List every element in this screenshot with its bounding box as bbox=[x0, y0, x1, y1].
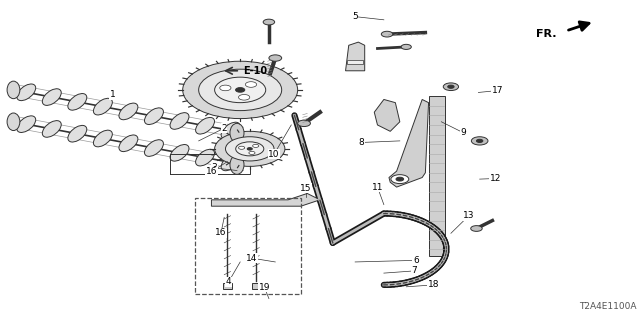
Circle shape bbox=[298, 120, 310, 126]
Ellipse shape bbox=[42, 121, 61, 137]
Ellipse shape bbox=[221, 122, 240, 139]
Ellipse shape bbox=[17, 84, 36, 100]
Text: 11: 11 bbox=[372, 183, 383, 192]
Text: 14: 14 bbox=[246, 254, 257, 263]
Ellipse shape bbox=[230, 123, 244, 142]
Circle shape bbox=[225, 137, 274, 161]
Ellipse shape bbox=[170, 113, 189, 129]
Circle shape bbox=[396, 177, 404, 181]
Text: 16: 16 bbox=[205, 167, 217, 176]
Polygon shape bbox=[389, 100, 429, 187]
Circle shape bbox=[220, 85, 231, 91]
Text: E-10: E-10 bbox=[243, 66, 268, 76]
Ellipse shape bbox=[119, 135, 138, 152]
Circle shape bbox=[198, 69, 282, 111]
Circle shape bbox=[182, 61, 298, 119]
Circle shape bbox=[391, 175, 409, 184]
Circle shape bbox=[236, 142, 264, 156]
Text: 2: 2 bbox=[221, 124, 227, 132]
Text: 16: 16 bbox=[215, 228, 227, 237]
Text: 18: 18 bbox=[428, 280, 440, 289]
Text: 12: 12 bbox=[490, 174, 501, 183]
Ellipse shape bbox=[170, 145, 189, 161]
Text: 7: 7 bbox=[412, 266, 417, 276]
Text: FR.: FR. bbox=[536, 29, 556, 39]
Circle shape bbox=[269, 55, 282, 61]
Bar bbox=[252, 283, 260, 289]
Ellipse shape bbox=[7, 81, 20, 99]
Circle shape bbox=[471, 137, 488, 145]
Text: 19: 19 bbox=[259, 283, 270, 292]
Text: 10: 10 bbox=[268, 150, 280, 159]
Text: 6: 6 bbox=[413, 256, 419, 265]
Circle shape bbox=[214, 131, 285, 166]
Circle shape bbox=[245, 82, 257, 87]
Circle shape bbox=[448, 85, 454, 88]
Polygon shape bbox=[211, 194, 320, 206]
Ellipse shape bbox=[196, 149, 214, 166]
Ellipse shape bbox=[119, 103, 138, 120]
Text: 15: 15 bbox=[300, 184, 312, 193]
Circle shape bbox=[253, 144, 259, 148]
Text: 13: 13 bbox=[463, 211, 474, 220]
Ellipse shape bbox=[221, 154, 240, 171]
Circle shape bbox=[444, 83, 459, 91]
Polygon shape bbox=[429, 96, 445, 256]
Circle shape bbox=[236, 88, 244, 92]
Ellipse shape bbox=[42, 89, 61, 105]
Text: 8: 8 bbox=[358, 138, 364, 147]
Ellipse shape bbox=[7, 113, 20, 131]
Circle shape bbox=[247, 148, 252, 150]
Ellipse shape bbox=[93, 130, 113, 147]
Circle shape bbox=[470, 226, 482, 231]
Ellipse shape bbox=[145, 108, 163, 124]
Bar bbox=[223, 283, 232, 289]
Ellipse shape bbox=[93, 98, 113, 115]
Circle shape bbox=[476, 139, 483, 142]
Ellipse shape bbox=[17, 116, 36, 132]
Circle shape bbox=[249, 151, 255, 155]
Text: 5: 5 bbox=[352, 12, 358, 21]
Circle shape bbox=[214, 77, 266, 103]
Polygon shape bbox=[346, 42, 365, 71]
Text: 9: 9 bbox=[461, 128, 467, 137]
Ellipse shape bbox=[145, 140, 163, 156]
Text: 17: 17 bbox=[492, 86, 503, 95]
Ellipse shape bbox=[230, 155, 244, 174]
Circle shape bbox=[381, 31, 393, 37]
Circle shape bbox=[401, 44, 412, 50]
Text: 1: 1 bbox=[109, 90, 115, 99]
Bar bbox=[347, 60, 364, 64]
Ellipse shape bbox=[196, 117, 214, 134]
Circle shape bbox=[239, 146, 244, 149]
Text: T2A4E1100A: T2A4E1100A bbox=[579, 302, 636, 311]
Bar bbox=[195, 198, 301, 294]
Ellipse shape bbox=[68, 93, 87, 110]
Polygon shape bbox=[374, 100, 400, 131]
Circle shape bbox=[263, 19, 275, 25]
Circle shape bbox=[239, 94, 250, 100]
Ellipse shape bbox=[68, 125, 87, 142]
Text: 4: 4 bbox=[226, 277, 232, 286]
Text: 3: 3 bbox=[212, 164, 218, 172]
